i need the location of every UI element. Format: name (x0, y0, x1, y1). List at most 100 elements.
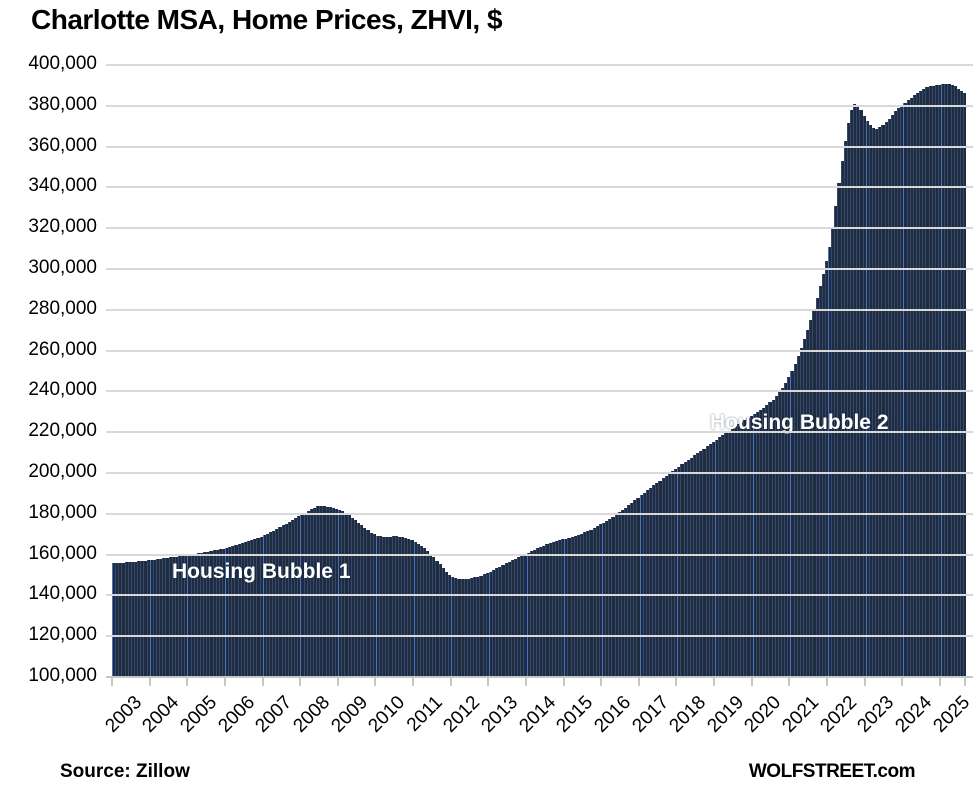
bar (438, 564, 442, 676)
x-axis-tick (964, 676, 966, 686)
bar (912, 95, 916, 676)
bar (542, 545, 546, 676)
bar (686, 459, 690, 676)
bar (853, 103, 857, 676)
bar (228, 546, 232, 676)
bar (743, 419, 747, 676)
bar (221, 548, 226, 676)
bar (435, 560, 439, 676)
y-axis-tick-label: 360,000 (28, 134, 97, 156)
bar (360, 525, 364, 676)
bar (504, 563, 508, 676)
bar (272, 530, 276, 676)
x-axis-tick (148, 676, 151, 686)
bar (269, 532, 273, 676)
bar (608, 518, 612, 676)
bar (146, 560, 150, 676)
bar (774, 396, 778, 676)
brand-label: WOLFSTREET.com (748, 761, 916, 782)
bar (583, 532, 587, 676)
bar (338, 509, 342, 676)
bar (177, 556, 182, 676)
bar (639, 495, 643, 676)
bar (699, 450, 703, 676)
bar (291, 519, 295, 676)
bar (212, 550, 216, 676)
x-axis-tick (186, 676, 189, 686)
bar (623, 507, 628, 676)
bar (875, 128, 879, 676)
bar (727, 430, 731, 676)
bar (617, 512, 621, 676)
bar (426, 550, 430, 676)
bar (730, 428, 734, 676)
bar (388, 536, 392, 676)
y-axis-tick-label: 300,000 (28, 257, 97, 278)
bar (922, 88, 926, 676)
bar (372, 534, 376, 676)
x-axis-tick (412, 676, 415, 686)
x-axis-tick (562, 676, 565, 686)
x-axis-tick (223, 676, 226, 686)
bar (140, 561, 144, 676)
bar (454, 577, 458, 676)
bar (466, 578, 471, 676)
bar (375, 535, 379, 676)
bar (203, 552, 207, 676)
bar (812, 309, 816, 676)
bar (507, 561, 511, 676)
bar (630, 502, 634, 676)
x-axis-tick-label: 2004 (138, 692, 184, 737)
bar (482, 574, 486, 676)
bar (234, 545, 238, 676)
bar (225, 547, 229, 676)
bar (353, 519, 357, 676)
bar (894, 111, 898, 676)
bar (369, 532, 373, 676)
gridline (106, 472, 973, 474)
gridline (106, 104, 973, 107)
bar (410, 540, 414, 676)
bar (916, 92, 920, 676)
bar (514, 558, 518, 676)
x-axis-tick (524, 676, 527, 686)
bar (391, 536, 395, 676)
annotation-housing-bubble-1: Housing Bubble 1 (172, 560, 351, 583)
bar (840, 160, 844, 676)
bar (828, 247, 832, 676)
bar (661, 478, 665, 676)
bar (366, 530, 370, 676)
bar (758, 409, 763, 676)
bar (124, 562, 128, 676)
bar (579, 533, 584, 676)
bar (755, 411, 759, 676)
bar (492, 569, 496, 676)
x-axis-tick (299, 676, 302, 686)
bar (564, 538, 568, 676)
bar (941, 84, 945, 676)
bar (589, 529, 593, 676)
bar (793, 363, 797, 676)
bar (523, 554, 527, 676)
y-axis-tick-label: 100,000 (28, 665, 97, 686)
source-label: Source: Zillow (60, 761, 190, 782)
bar (705, 446, 709, 676)
bar (959, 90, 964, 676)
bar (303, 512, 307, 676)
bar (837, 183, 841, 676)
bar (799, 348, 803, 676)
y-axis-tick-label: 260,000 (28, 338, 97, 360)
bar (821, 273, 825, 676)
bar (718, 437, 722, 676)
bar (545, 544, 549, 676)
bar (328, 507, 332, 676)
x-axis-tick-label: 2008 (289, 692, 335, 737)
bar (903, 102, 907, 676)
bar (419, 545, 423, 676)
bar (548, 543, 552, 676)
bar (790, 370, 794, 676)
bar (473, 577, 477, 676)
x-axis-tick (111, 676, 113, 686)
bar (130, 561, 134, 676)
bar (749, 415, 753, 676)
